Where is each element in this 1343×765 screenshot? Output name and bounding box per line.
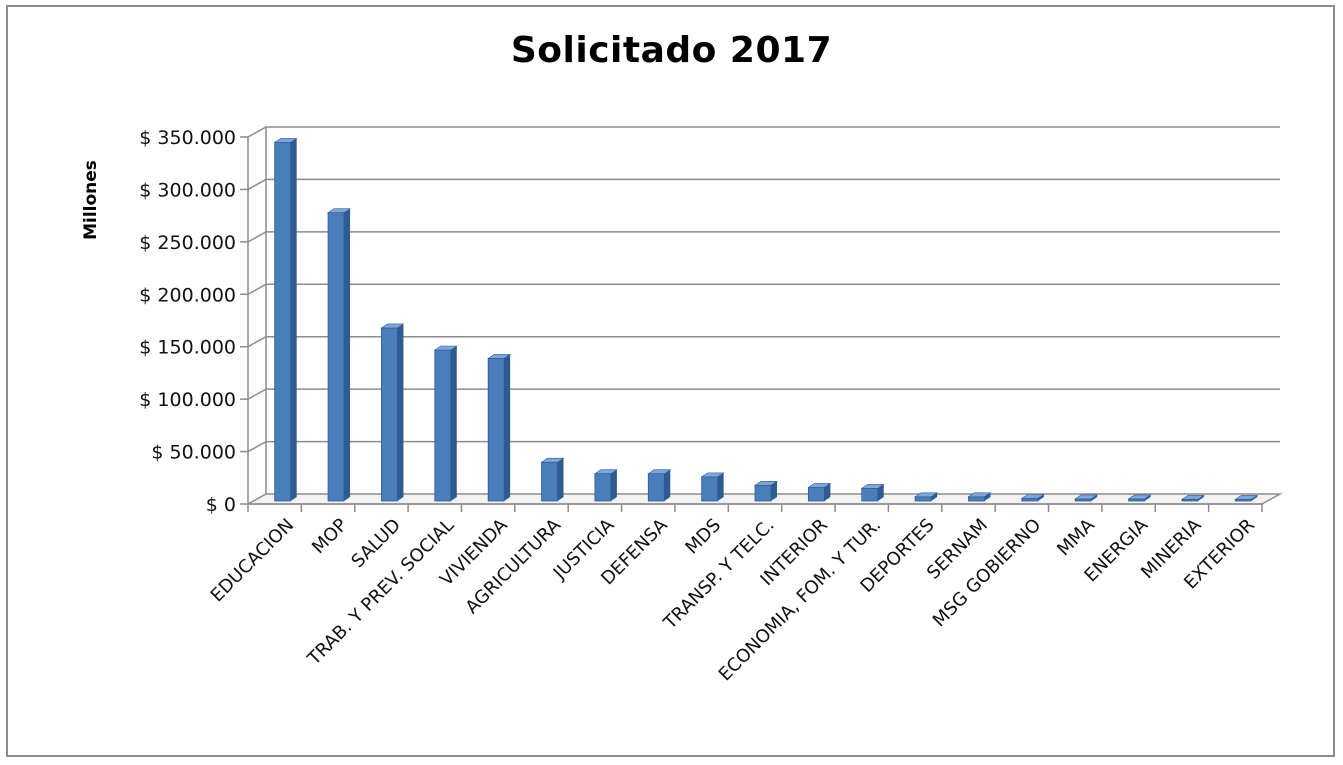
y-axis: $ 0 $ 50.000 $ 100.000 $ 150.000 $ 200.000 $ …	[139, 127, 248, 516]
bar	[1180, 495, 1205, 502]
bar	[914, 492, 939, 502]
bar	[700, 472, 725, 502]
y-tick-label: $ 250.000	[139, 232, 236, 254]
bar	[967, 492, 992, 502]
x-tick-label: MMA	[1053, 514, 1099, 560]
gridline	[247, 440, 1280, 453]
gridlines	[247, 126, 1280, 453]
x-tick-label: MOP	[308, 515, 352, 559]
chart-walls	[245, 127, 1283, 505]
bar	[487, 354, 512, 502]
y-tick-label: $ 300.000	[139, 179, 236, 201]
bar	[1127, 494, 1152, 502]
y-tick-label: $ 100.000	[139, 389, 236, 411]
y-axis-title: Millones	[81, 160, 101, 240]
bar	[327, 208, 352, 502]
bars	[273, 138, 1259, 502]
chart-title: Solicitado 2017	[510, 30, 833, 71]
y-tick-label: $ 350.000	[139, 127, 236, 149]
x-tick-label: MDS	[681, 515, 725, 559]
gridline	[247, 178, 1280, 191]
bar	[807, 483, 832, 502]
bar	[1234, 495, 1259, 502]
bar	[540, 457, 565, 502]
bar	[647, 469, 672, 502]
y-tick-label: $ 150.000	[139, 337, 236, 359]
bar	[754, 480, 778, 502]
bar	[433, 345, 458, 502]
gridline	[247, 388, 1280, 400]
bar	[860, 484, 885, 502]
bar	[273, 138, 298, 502]
gridline	[247, 335, 1280, 348]
y-tick-label: $ 200.000	[139, 284, 236, 306]
bar	[1020, 494, 1045, 502]
y-tick-label: $ 0	[206, 494, 236, 516]
x-tick-label: EDUCACION	[207, 515, 299, 607]
bar	[380, 323, 405, 502]
gridline	[247, 231, 1280, 243]
x-tick-label: AGRICULTURA	[462, 514, 566, 618]
bar	[1074, 494, 1099, 502]
y-tick-label: $ 50.000	[151, 442, 236, 464]
gridline	[247, 283, 1280, 295]
gridline	[247, 126, 1280, 138]
bar	[593, 469, 618, 502]
